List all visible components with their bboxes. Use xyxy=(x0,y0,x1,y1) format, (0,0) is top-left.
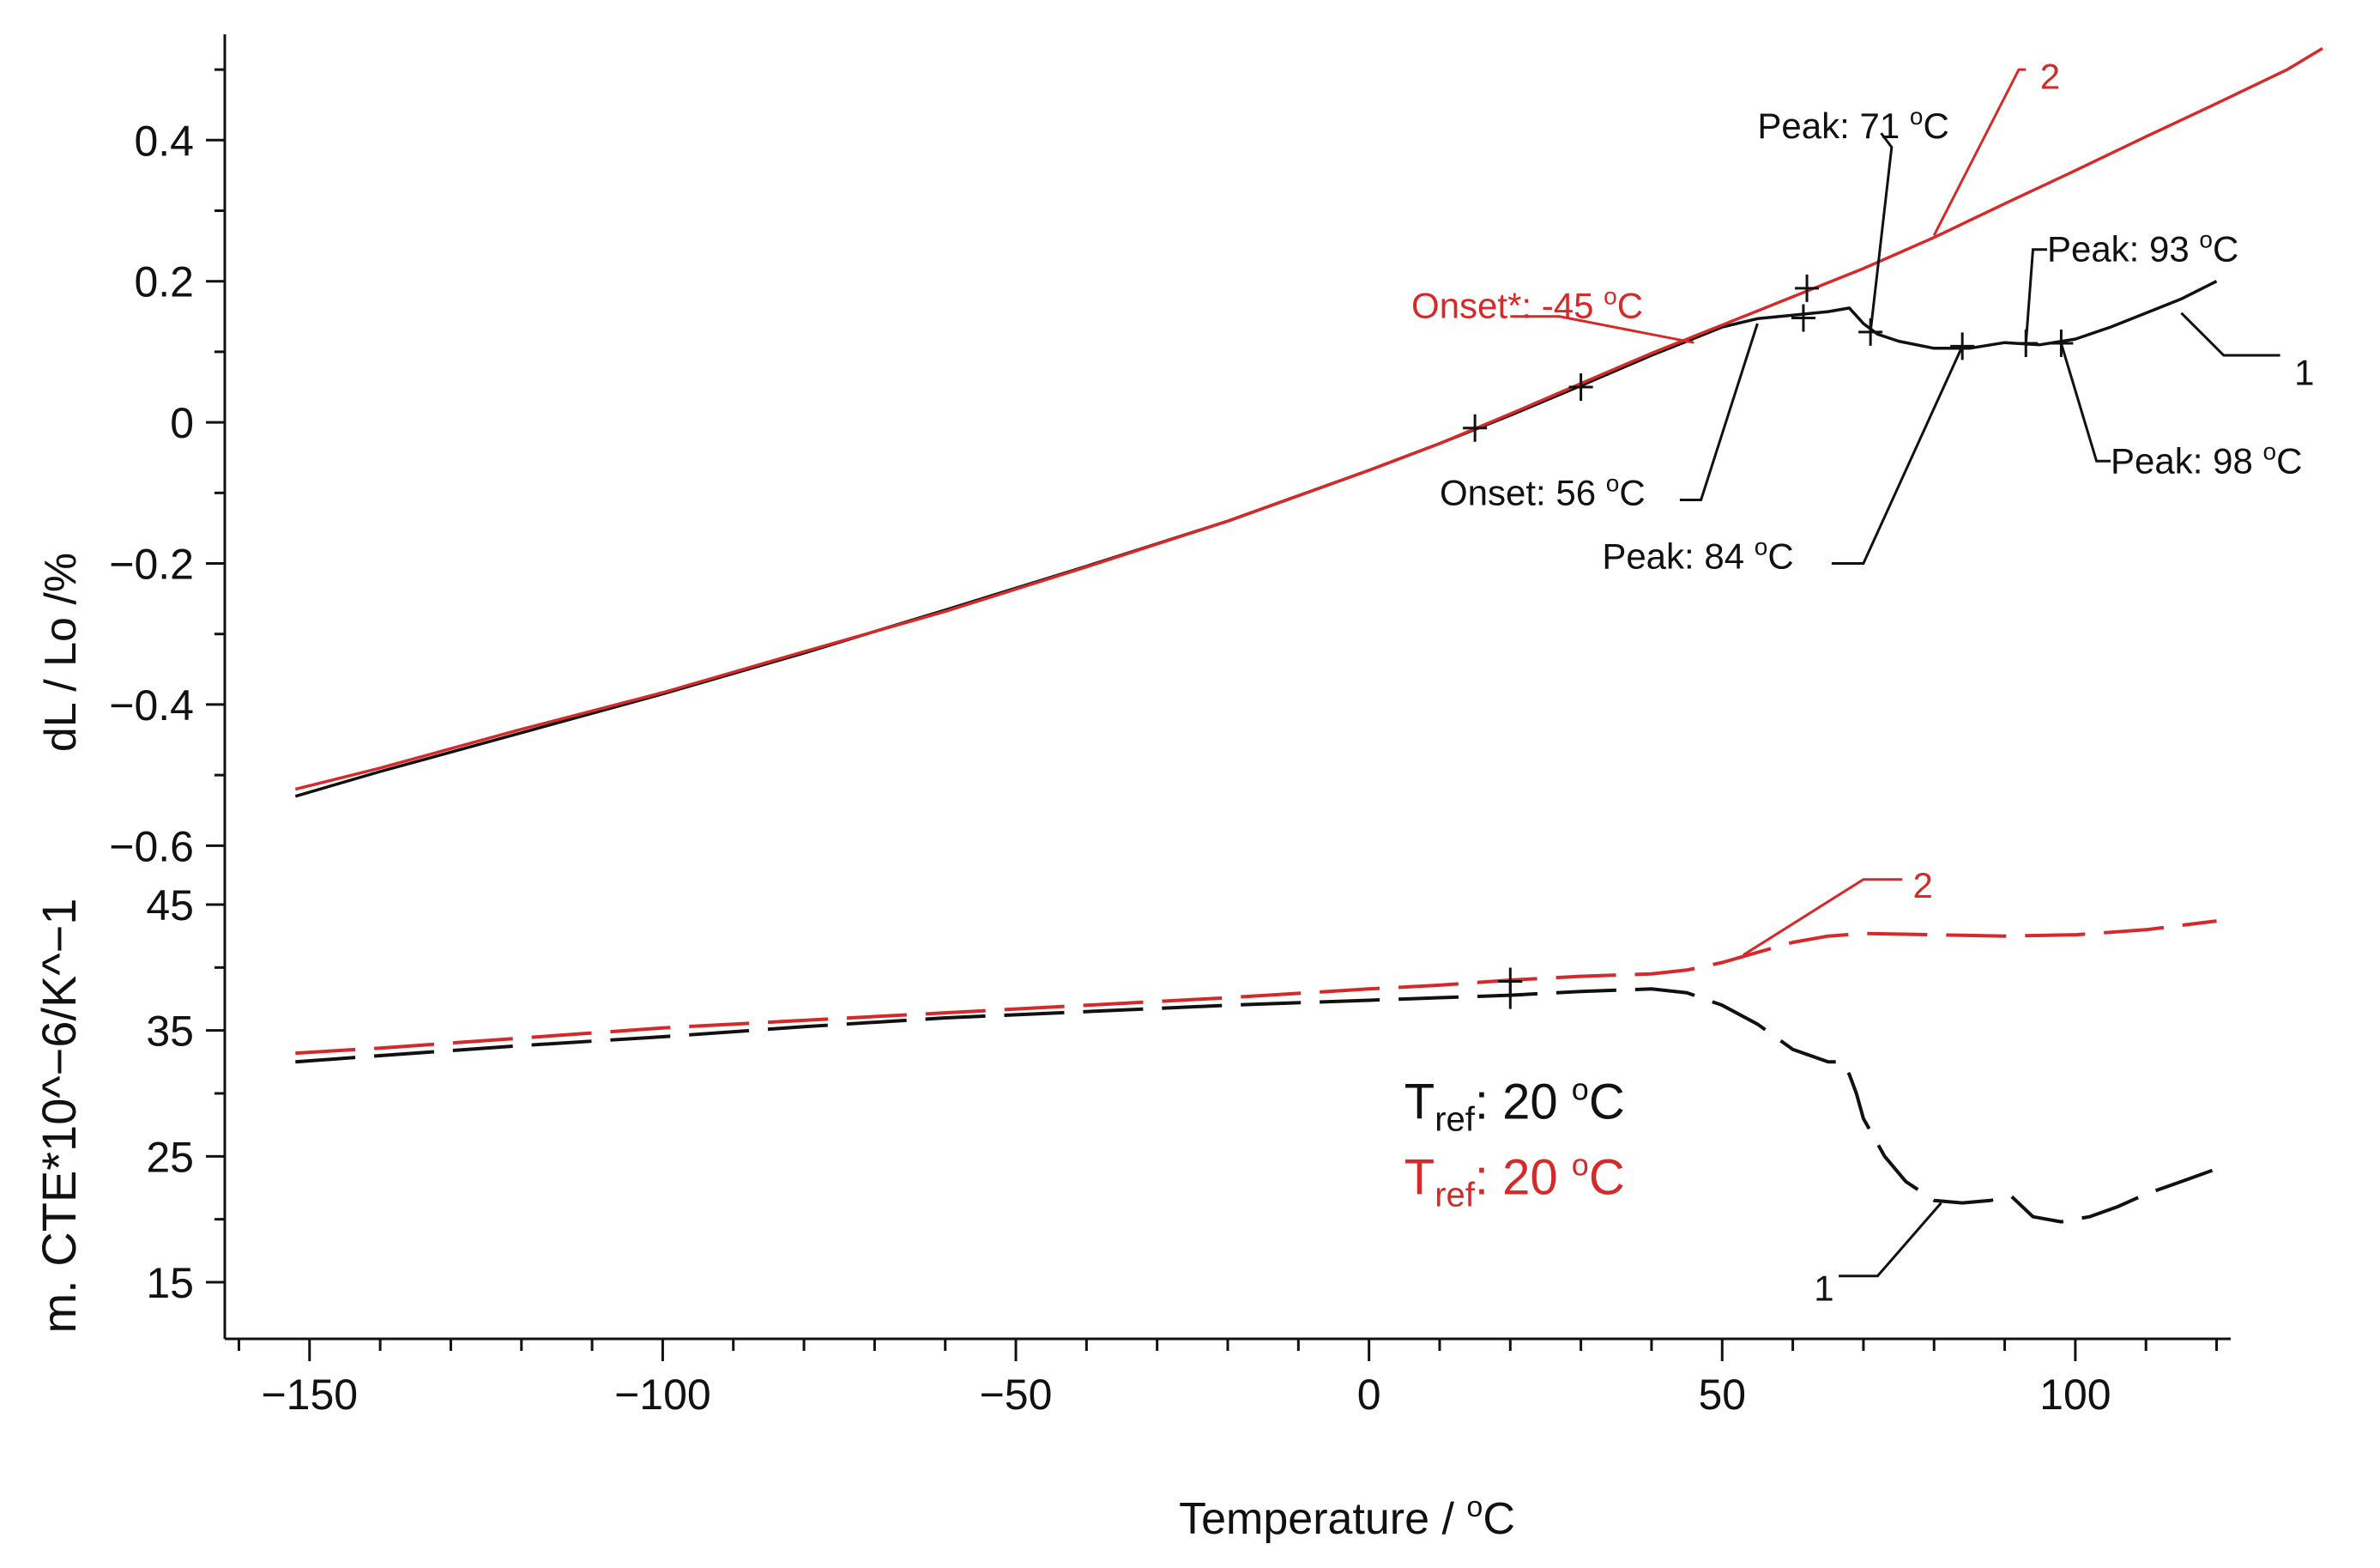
annotation-label-unit: C xyxy=(2213,229,2238,269)
annotation-label-unit: C xyxy=(1619,472,1645,512)
dl-y-tick-label: 0 xyxy=(170,399,194,447)
x-tick-label: 100 xyxy=(2039,1371,2111,1419)
x-tick-label: −100 xyxy=(614,1371,711,1419)
dl-y-tick-label: −0.4 xyxy=(109,681,194,730)
annotation-label-degree: o xyxy=(1604,282,1617,309)
tick-labels: −150 −100 −50 0 50 100 −0.6 −0.4 −0.2 0 0.2 0.4 15 25… xyxy=(109,117,2111,1419)
dl-y-axis-label: dL / Lo /% xyxy=(36,553,86,752)
annotation-label-text: Onset: 56 xyxy=(1440,472,1606,512)
tref-label-subscript: ref xyxy=(1435,1100,1476,1138)
dl-marker xyxy=(1568,373,1593,402)
dl-marker xyxy=(1791,304,1815,332)
annotation-label-text: Peak: 98 xyxy=(2111,440,2262,481)
annotation-label: 2 xyxy=(1913,865,1933,905)
annotation-label-text: 1 xyxy=(2294,353,2314,393)
annotation-label-degree: o xyxy=(1910,103,1924,130)
x-axis-label: Temperature / oC xyxy=(1179,1491,1515,1544)
annotation-leader xyxy=(1839,1202,1942,1278)
tref-label-degree: o xyxy=(1572,1147,1589,1182)
annotation-label-unit: C xyxy=(1767,536,1793,576)
tref-label: Tref: 20 oC xyxy=(1404,1071,1625,1138)
x-axis-label-text: Temperature / xyxy=(1179,1494,1466,1544)
annotation-leader xyxy=(1831,345,1964,565)
x-axis-label-unit: C xyxy=(1483,1494,1515,1544)
x-tick-label: −50 xyxy=(980,1371,1053,1419)
dl-y-tick-label: −0.2 xyxy=(109,541,194,589)
annotation-leader xyxy=(1743,878,1903,956)
annotation-label: 2 xyxy=(2040,56,2060,96)
dl-y-tick-label: −0.6 xyxy=(109,822,194,870)
annotation-leader xyxy=(2059,342,2111,463)
annotation-leader xyxy=(2180,312,2280,357)
cte-y-axis-label: m. CTE*10^−6/K^−1 xyxy=(32,898,86,1333)
dl-marker xyxy=(2049,330,2074,358)
tick-marks xyxy=(206,68,2219,1361)
annotation-label-degree: o xyxy=(1606,469,1620,496)
annotation-label: Peak: 93 oC xyxy=(2047,227,2238,269)
cte-series-2-line xyxy=(295,919,2217,1056)
annotation-label-text: Onset*: -45 xyxy=(1411,285,1604,325)
cte-y-tick-label: 45 xyxy=(146,881,194,929)
annotation-label: Onset*: -45 oC xyxy=(1411,282,1643,325)
annotation-leader xyxy=(2024,248,2047,344)
dl-marker xyxy=(1795,274,1820,302)
annotation-leader xyxy=(1869,132,1894,333)
dl-marker xyxy=(1463,414,1488,442)
tref-label: Tref: 20 oC xyxy=(1404,1147,1625,1214)
annotation-label-text: 1 xyxy=(1814,1268,1833,1308)
annotation-label: 1 xyxy=(2294,353,2314,393)
annotation-label-degree: o xyxy=(2199,227,2213,253)
annotation-leader xyxy=(1510,315,1694,344)
dl-y-tick-label: 0.4 xyxy=(134,117,194,165)
annotation-label-unit: C xyxy=(1617,285,1643,325)
x-tick-label: 50 xyxy=(1698,1371,1746,1419)
annotation-label-text: Peak: 71 xyxy=(1757,106,1909,146)
annotation-label-text: 2 xyxy=(1913,865,1933,905)
annotation-leader xyxy=(1932,68,2027,236)
annotation-label-unit: C xyxy=(2276,440,2302,481)
tref-label-subscript: ref xyxy=(1435,1176,1476,1214)
annotation-label: Onset: 56 oC xyxy=(1440,469,1646,512)
tref-label-unit: C xyxy=(1589,1149,1625,1205)
annotation-label: Peak: 98 oC xyxy=(2111,438,2302,481)
tref-label-value: : 20 xyxy=(1475,1074,1572,1129)
annotation-label-unit: C xyxy=(1923,106,1948,146)
cte-y-tick-label: 35 xyxy=(146,1008,194,1056)
cte-series-1-line xyxy=(295,987,2218,1224)
tref-label-unit: C xyxy=(1589,1074,1625,1129)
annotation-label-text: Peak: 84 xyxy=(1602,536,1754,576)
x-axis-label-degree: o xyxy=(1466,1491,1483,1523)
annotation-leader xyxy=(1679,323,1759,501)
annotation-label-degree: o xyxy=(2263,438,2277,464)
dl-y-tick-label: 0.2 xyxy=(134,258,194,306)
annotation-label: 1 xyxy=(1814,1268,1833,1308)
cte-y-tick-label: 15 xyxy=(146,1259,194,1307)
tref-label-symbol: T xyxy=(1404,1074,1435,1129)
annotation-label: Peak: 71 oC xyxy=(1757,103,1948,146)
tref-label-value: : 20 xyxy=(1475,1149,1572,1205)
cte-y-tick-label: 25 xyxy=(146,1133,194,1181)
annotation-label-text: Peak: 93 xyxy=(2047,229,2199,269)
tref-label-symbol: T xyxy=(1404,1149,1435,1205)
x-tick-label: −150 xyxy=(261,1371,358,1419)
annotation-label-degree: o xyxy=(1755,533,1768,560)
tref-label-degree: o xyxy=(1572,1071,1589,1106)
x-tick-label: 0 xyxy=(1357,1371,1381,1419)
annotation-label: Peak: 84 oC xyxy=(1602,533,1793,576)
cte-marker xyxy=(1498,981,1523,1009)
annotation-label-text: 2 xyxy=(2040,56,2060,96)
